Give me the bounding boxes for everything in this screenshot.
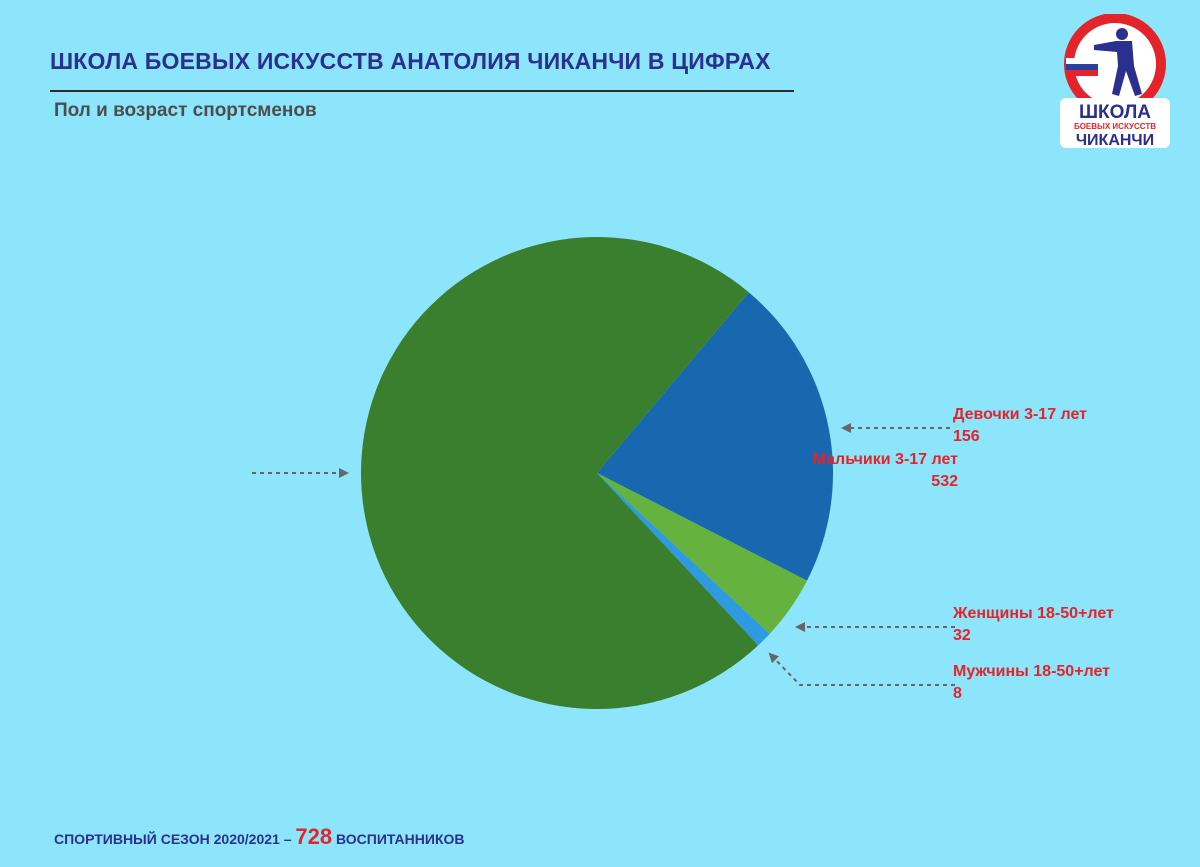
slice-label: Девочки 3-17 лет 156 [953,404,1087,448]
footer-suffix: ВОСПИТАННИКОВ [336,831,465,847]
logo-flag [1066,58,1098,76]
slice-label-name: Мужчины 18-50+лет [953,663,1111,680]
logo-line3: ЧИКАНЧИ [1076,132,1154,149]
footer-prefix: СПОРТИВНЫЙ СЕЗОН 2020/2021 – [54,831,292,847]
slice-label-name: Девочки 3-17 лет [953,406,1088,423]
logo-line2: БОЕВЫХ ИСКУССТВ [1074,122,1156,131]
season-footer: СПОРТИВНЫЙ СЕЗОН 2020/2021 – 728 ВОСПИТА… [54,824,465,850]
pie-slice [360,236,759,709]
slice-label: Мужчины 18-50+лет 8 [953,661,1110,705]
title-divider [50,90,794,92]
page-subtitle: Пол и возраст спортсменов [54,100,317,121]
pie-slice [597,473,770,646]
pie-slice [597,473,808,634]
page-title: ШКОЛА БОЕВЫХ ИСКУССТВ АНАТОЛИЯ ЧИКАНЧИ В… [50,48,771,74]
slice-label-value: 532 [931,473,958,490]
slice-label: Мальчики 3-17 лет 532 [813,449,958,493]
slice-label-value: 32 [953,627,971,644]
pie-slice [597,292,834,581]
slice-label: Женщины 18-50+лет 32 [953,603,1114,647]
label-leader-arrow [768,652,955,686]
slice-label-value: 8 [953,685,962,702]
logo-banner: ШКОЛА БОЕВЫХ ИСКУССТВ ЧИКАНЧИ [1060,98,1170,149]
logo-fighter-icon [1094,28,1142,96]
footer-total: 728 [295,824,333,849]
slice-label-name: Женщины 18-50+лет [953,605,1114,622]
logo-line1: ШКОЛА [1079,102,1151,123]
slice-label-value: 156 [953,428,980,445]
slice-label-name: Мальчики 3-17 лет [812,451,958,468]
school-logo: ШКОЛА БОЕВЫХ ИСКУССТВ ЧИКАНЧИ [1060,14,1170,149]
